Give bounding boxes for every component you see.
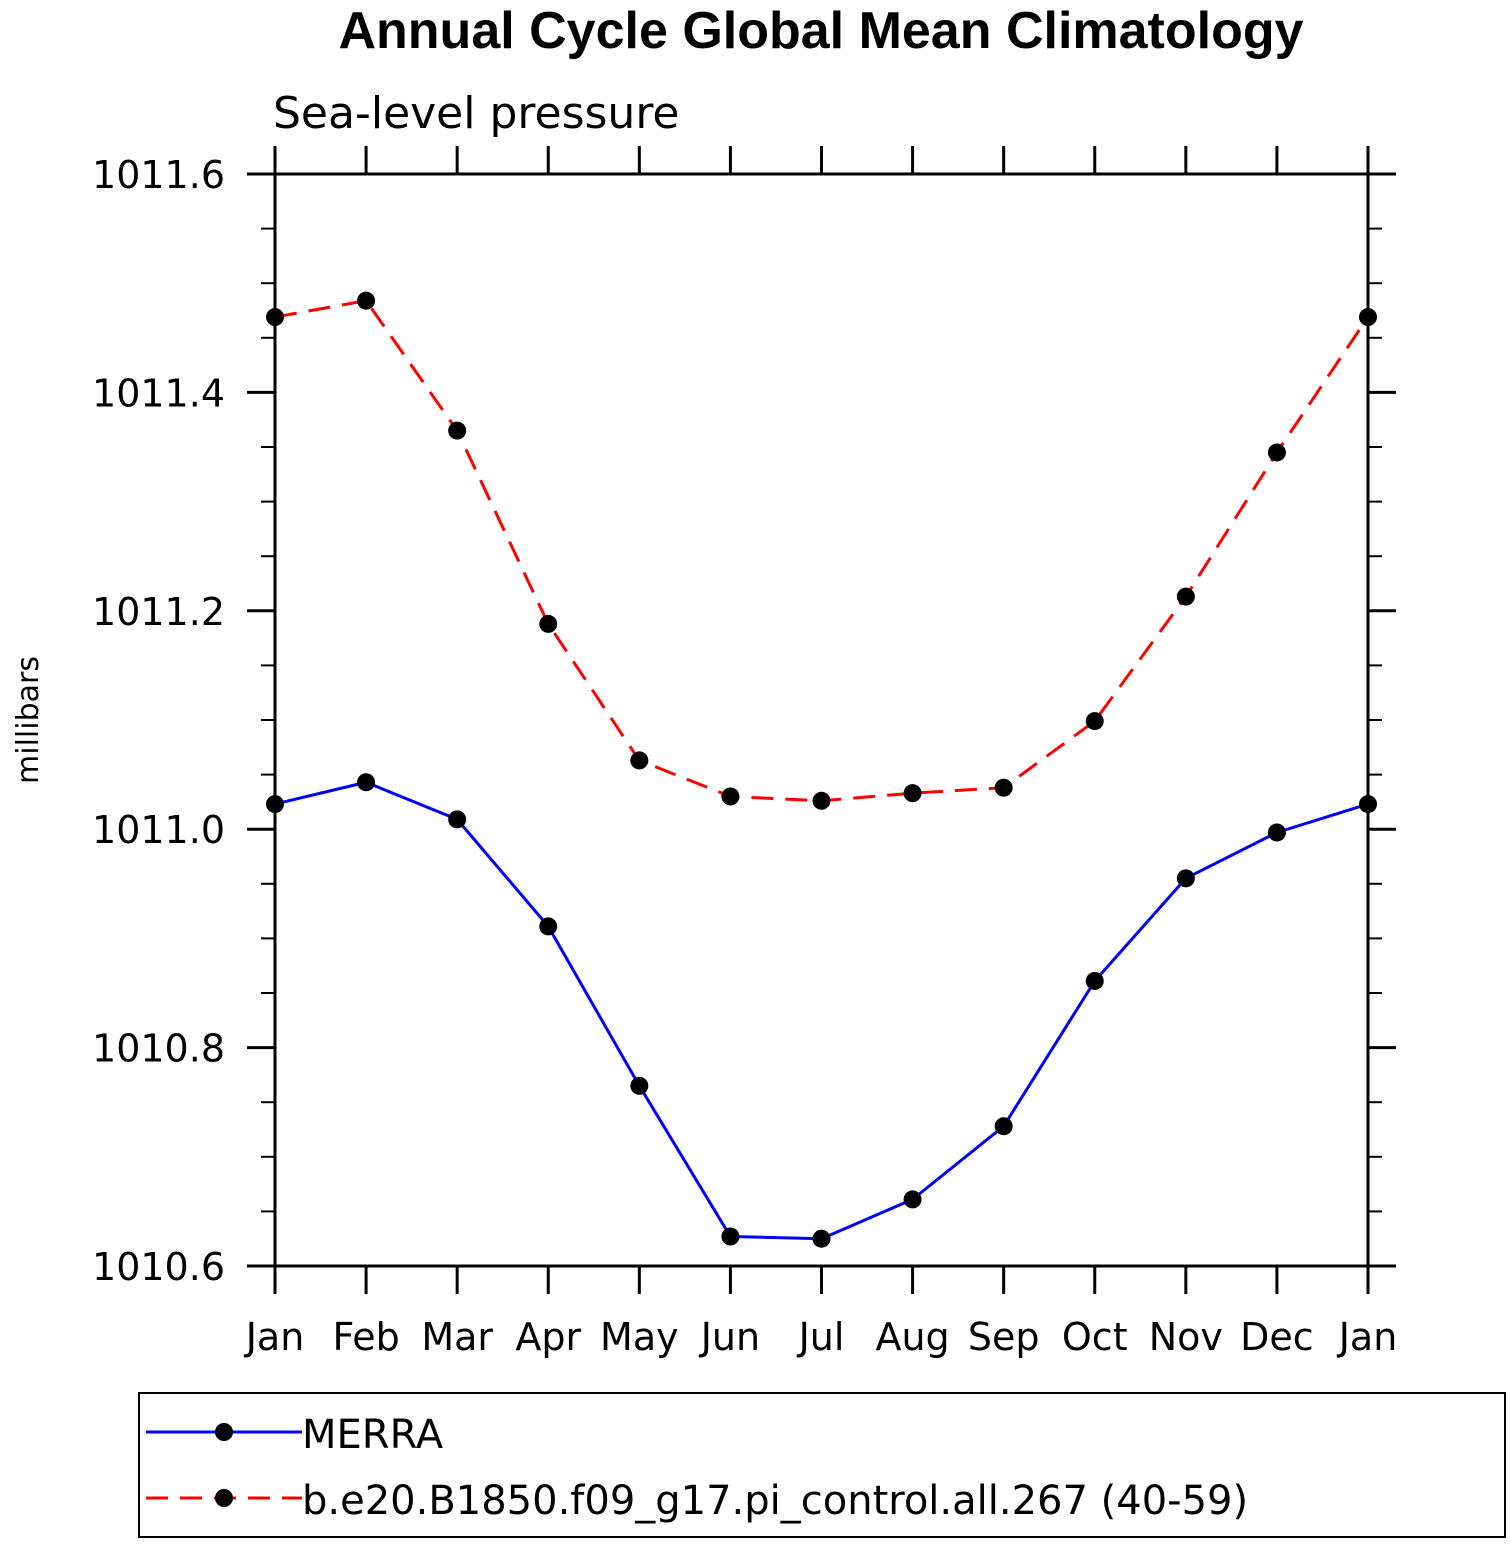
- x-tick-label: Nov: [1149, 1315, 1223, 1359]
- data-point: [630, 751, 649, 770]
- plot-frame: [273, 172, 1370, 1268]
- y-tick-label: 1010.8: [92, 1027, 225, 1071]
- series-1: [266, 291, 1377, 810]
- data-point: [721, 1227, 740, 1246]
- data-point: [1267, 443, 1286, 462]
- data-point: [903, 784, 922, 803]
- y-tick-label: 1010.6: [92, 1245, 225, 1289]
- data-point: [1176, 869, 1195, 888]
- y-tick-label: 1011.0: [92, 808, 225, 852]
- data-point: [1267, 823, 1286, 842]
- x-tick-label: Jan: [1337, 1315, 1398, 1359]
- data-point: [1359, 308, 1377, 327]
- data-point: [1176, 587, 1195, 606]
- data-point: [357, 291, 376, 310]
- data-point: [1085, 971, 1104, 990]
- series-layer: [266, 291, 1377, 1248]
- x-tick-label: Jul: [797, 1315, 845, 1359]
- y-tick-label: 1011.4: [92, 371, 225, 415]
- series-line: [274, 780, 1369, 1241]
- axes: 1010.6 1010.8 1011.0 1011.2 1011.4 1011.6 Jan F…: [92, 146, 1397, 1359]
- data-point: [448, 810, 467, 829]
- legend-box: [138, 1392, 1506, 1538]
- x-tick-label: Oct: [1062, 1315, 1128, 1359]
- legend: MERRA b.e20.B1850.f09_g17.pi_control.all…: [138, 1392, 1506, 1538]
- chart-title: Annual Cycle Global Mean Climatology: [338, 2, 1303, 60]
- data-point: [903, 1190, 922, 1209]
- x-tick-label: Mar: [421, 1315, 493, 1359]
- x-tick-label: Sep: [968, 1315, 1040, 1359]
- x-tick-label: Jun: [699, 1315, 760, 1359]
- x-tick-label: Apr: [515, 1315, 581, 1359]
- x-tick-label: May: [600, 1315, 679, 1359]
- data-point: [1085, 712, 1104, 731]
- legend-marker-model: [215, 1489, 233, 1507]
- data-point: [539, 917, 558, 936]
- data-point: [630, 1076, 649, 1095]
- y-axis-label: millibars: [11, 656, 46, 784]
- y-tick-label: 1011.2: [92, 590, 225, 634]
- legend-label-model: b.e20.B1850.f09_g17.pi_control.all.267 (…: [302, 1478, 1248, 1524]
- x-tick-label: Feb: [332, 1315, 399, 1359]
- legend-label-merra: MERRA: [302, 1412, 444, 1458]
- data-point: [994, 778, 1013, 797]
- data-point: [812, 791, 831, 810]
- x-tick-label: Jan: [244, 1315, 305, 1359]
- x-tick-label: Aug: [875, 1315, 949, 1359]
- y-tick-label: 1011.6: [92, 153, 225, 197]
- data-point: [357, 773, 376, 792]
- chart-subtitle: Sea-level pressure: [273, 88, 680, 139]
- x-tick-label: Dec: [1240, 1315, 1314, 1359]
- data-point: [721, 787, 740, 806]
- legend-marker-merra: [215, 1423, 233, 1441]
- data-point: [539, 614, 558, 633]
- series-0: [266, 773, 1377, 1248]
- data-point: [266, 795, 284, 814]
- data-point: [266, 308, 284, 327]
- data-point: [1359, 795, 1377, 814]
- data-point: [994, 1117, 1013, 1136]
- series-line: [274, 299, 1370, 803]
- data-point: [448, 421, 467, 440]
- data-point: [812, 1229, 831, 1248]
